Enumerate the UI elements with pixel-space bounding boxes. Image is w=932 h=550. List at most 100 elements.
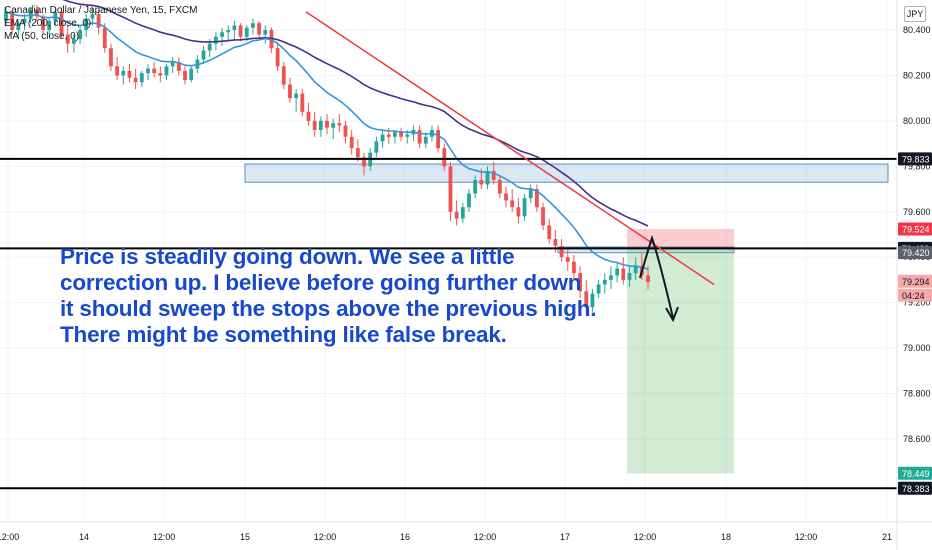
price-label-box <box>898 222 932 236</box>
small-zone <box>557 246 735 254</box>
candle-body <box>572 261 576 274</box>
candle-body <box>423 136 428 144</box>
y-tick-label: 80.400 <box>903 25 931 35</box>
trendline <box>305 11 715 286</box>
candle-body <box>226 30 231 33</box>
candle-body <box>553 239 558 246</box>
annotation-line-1: Price is steadily going down. We see a l… <box>60 244 515 269</box>
candle-body <box>331 123 336 128</box>
candle-body <box>263 30 268 35</box>
candle-body <box>312 120 317 130</box>
candle-body <box>609 275 613 280</box>
candle-body <box>288 84 292 99</box>
currency-tag[interactable]: JPY <box>904 6 926 22</box>
x-tick-label: 12:00 <box>474 532 497 542</box>
candle-body <box>565 257 570 262</box>
candle-body <box>436 129 441 149</box>
candle-body <box>528 189 533 199</box>
candle-body <box>65 34 70 44</box>
candle-body <box>522 198 527 217</box>
candle-body <box>355 148 360 158</box>
candle-body <box>633 266 638 274</box>
grid <box>0 0 897 522</box>
candle-body <box>541 207 545 226</box>
candle-body <box>578 273 583 292</box>
x-tick-label: 12:00 <box>0 532 19 542</box>
annotation-line-3: it should sweep the stops above the prev… <box>60 296 597 321</box>
candle-body <box>238 25 243 37</box>
price-label-box <box>898 481 932 495</box>
candle-body <box>115 66 120 76</box>
x-tick-label: 12:00 <box>634 532 657 542</box>
x-tick-label: 12:00 <box>795 532 818 542</box>
candle-body <box>10 11 15 30</box>
drawings <box>305 11 715 323</box>
candle-body <box>621 268 626 280</box>
candle-body <box>337 123 342 126</box>
y-tick-label: 79.800 <box>903 161 931 171</box>
y-tick-label: 79.600 <box>903 207 931 217</box>
y-tick-label: 80.200 <box>903 70 931 80</box>
candle-body <box>133 77 138 83</box>
candle-body <box>158 73 163 76</box>
price-label: 04:24 <box>902 291 925 301</box>
candle-body <box>22 18 27 24</box>
candles <box>4 5 650 315</box>
stop-loss-zone <box>627 229 734 249</box>
candle-body <box>251 23 255 28</box>
take-profit-zone <box>627 248 734 474</box>
candle-body <box>244 27 249 37</box>
legend-ema: EMA (200, close, 0) <box>4 18 92 29</box>
candle-body <box>343 125 348 137</box>
candle-body <box>510 200 515 208</box>
candle-body <box>590 293 595 308</box>
candle-body <box>405 134 410 137</box>
candle-body <box>602 279 607 285</box>
x-tick-label: 17 <box>560 532 570 542</box>
y-tick-label: 79.000 <box>903 343 931 353</box>
time-axis[interactable]: 12:00 14 12:00 15 12:00 16 12:00 17 12:00 18 12:00… <box>0 521 932 542</box>
candle-body <box>220 32 224 37</box>
candle-body <box>16 23 21 30</box>
candle-body <box>584 291 589 308</box>
candle-body <box>78 30 82 40</box>
candle-body <box>102 27 107 49</box>
candle-body <box>534 189 539 208</box>
candle-body <box>615 268 620 276</box>
price-label: 79.524 <box>902 225 930 235</box>
candle-body <box>189 68 194 80</box>
candle-body <box>479 179 484 185</box>
candle-body <box>460 207 465 219</box>
x-tick-label: 12:00 <box>153 532 176 542</box>
candle-body <box>596 284 601 294</box>
price-label-box <box>898 288 932 302</box>
y-tick-label: 80.000 <box>903 116 931 126</box>
y-tick-label: 79.200 <box>903 298 931 308</box>
candle-body <box>559 245 564 258</box>
candle-body <box>392 132 397 137</box>
price-axis[interactable]: 80.40080.20080.00079.80079.60079.40079.2… <box>896 0 932 550</box>
candle-body <box>47 20 52 30</box>
supply-zone <box>244 163 889 183</box>
candle-body <box>59 11 64 35</box>
candle-body <box>127 70 132 78</box>
candle-body <box>448 166 453 212</box>
projection-arrow <box>639 234 674 319</box>
y-tick-label: 78.800 <box>903 389 931 399</box>
candle-body <box>491 170 496 180</box>
candle-body <box>109 48 113 67</box>
candle-body <box>627 273 632 280</box>
candle-body <box>96 14 101 28</box>
x-tick-label: 18 <box>721 532 731 542</box>
candle-body <box>41 16 45 30</box>
candle-body <box>646 275 650 283</box>
levels <box>0 157 897 490</box>
x-tick-label: 16 <box>400 532 410 542</box>
candle-body <box>176 61 181 71</box>
candle-body <box>386 134 391 137</box>
annotation-line-2: correction up. I believe before going fu… <box>60 270 582 295</box>
price-label-box <box>898 274 932 288</box>
candle-body <box>318 120 323 130</box>
